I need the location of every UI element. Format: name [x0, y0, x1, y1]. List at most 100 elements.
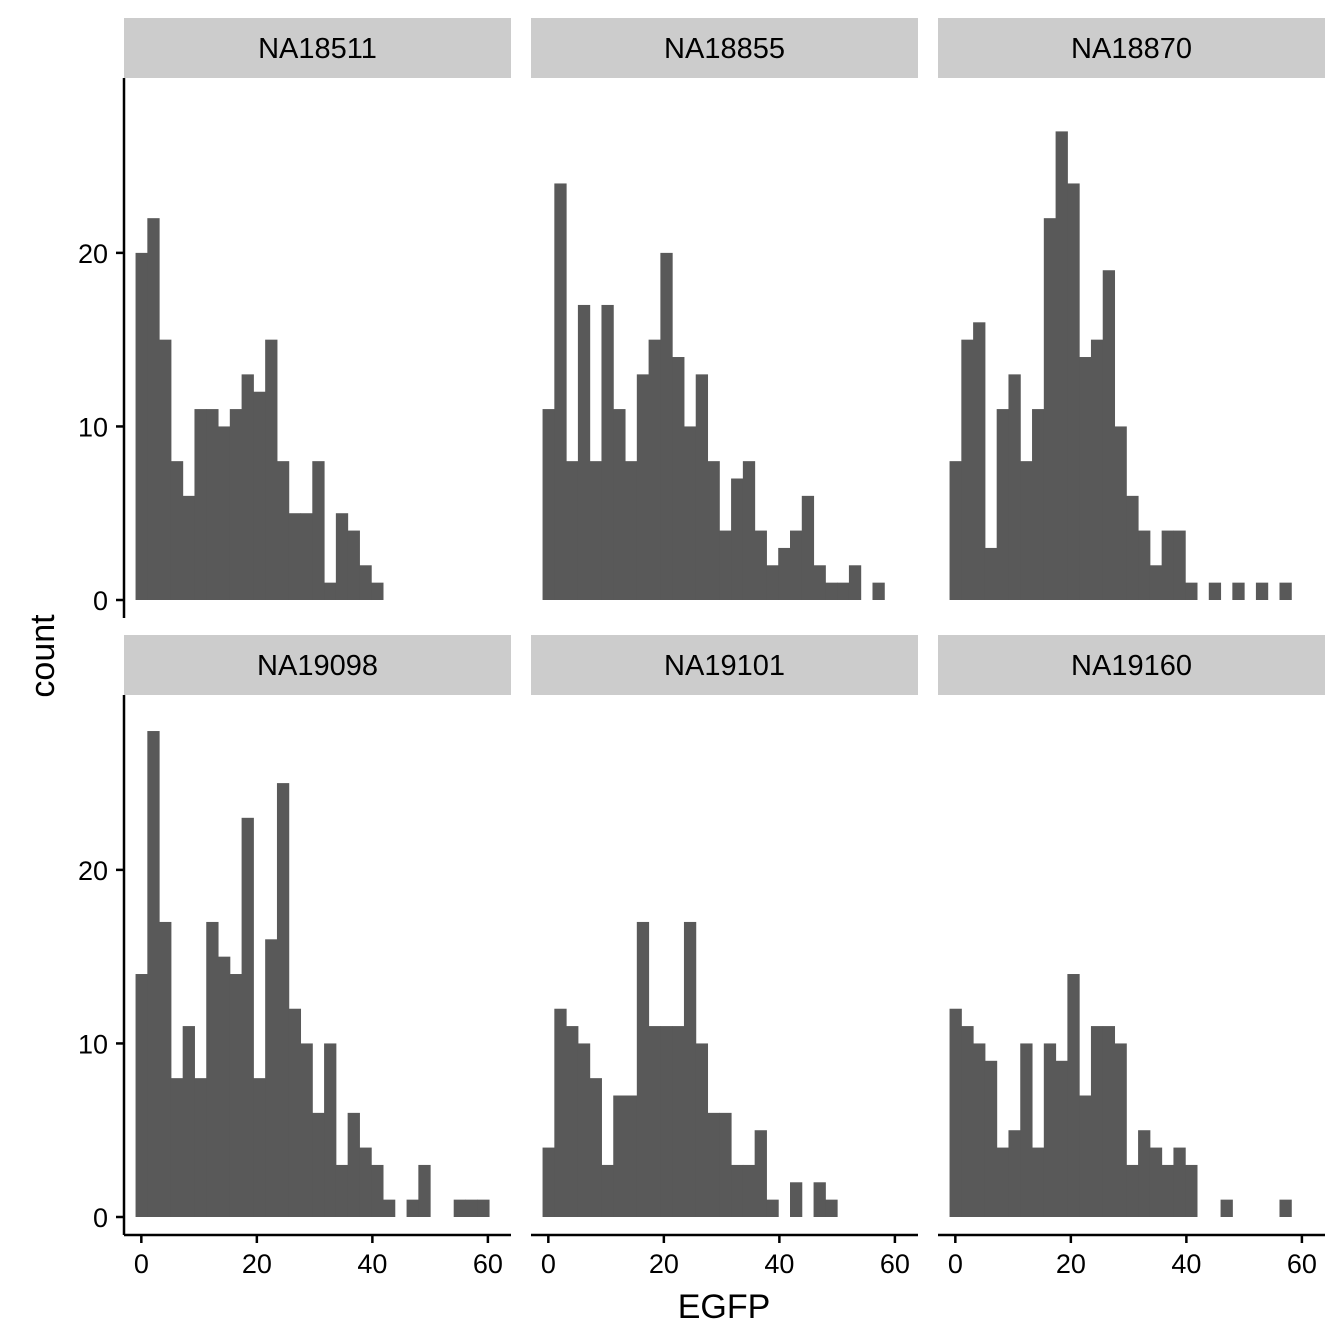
- histogram-bar: [961, 1026, 974, 1217]
- facet-panel-NA18511: NA18511 0 10 20: [78, 18, 511, 618]
- histogram-bar: [683, 426, 697, 600]
- histogram-bar: [801, 495, 815, 600]
- y-tick-label: 0: [93, 1203, 108, 1233]
- histogram-bar: [1043, 218, 1057, 600]
- x-tick-label: 0: [134, 1249, 149, 1279]
- histogram-bar: [695, 374, 709, 600]
- histogram-bar: [625, 461, 638, 600]
- histogram-bar: [371, 1164, 384, 1217]
- histogram-bar: [1079, 357, 1092, 600]
- histogram-bar: [1008, 374, 1021, 600]
- histogram-bar: [1255, 582, 1269, 600]
- histogram-bar: [1126, 495, 1139, 600]
- y-tick-label: 20: [78, 239, 108, 269]
- histogram-bar: [813, 1182, 826, 1217]
- histogram-bar: [577, 1043, 591, 1217]
- histogram-bar: [825, 582, 838, 600]
- facet-strip-label: NA19098: [257, 650, 378, 682]
- histogram-bar: [790, 530, 803, 600]
- histogram-bar: [636, 374, 650, 600]
- histogram-bar: [1149, 1147, 1163, 1217]
- x-tick-label: 60: [473, 1249, 503, 1279]
- histogram-bar: [1149, 565, 1163, 600]
- histogram-bar: [625, 1095, 638, 1217]
- x-tick-label: 40: [357, 1249, 387, 1279]
- histogram-bar: [194, 1078, 207, 1217]
- histogram-bar: [542, 1147, 555, 1217]
- facet-strip-label: NA19101: [664, 650, 785, 682]
- y-tick-label: 10: [78, 1029, 108, 1059]
- histogram-bar: [371, 582, 384, 600]
- histogram-bar: [276, 461, 290, 600]
- histogram-bar: [766, 565, 779, 600]
- histogram-bar: [218, 426, 231, 600]
- histogram-bar: [253, 1078, 266, 1217]
- histogram-bar: [135, 974, 148, 1217]
- histogram-bar: [719, 530, 732, 600]
- histogram-bar: [566, 461, 579, 600]
- facet-strip: [124, 635, 511, 695]
- histogram-bar: [1055, 1060, 1068, 1217]
- histogram-bar: [996, 1147, 1009, 1217]
- histogram-bar: [194, 409, 207, 600]
- x-tick-label: 40: [764, 1249, 794, 1279]
- histogram-bar: [347, 530, 360, 600]
- histogram-bar: [288, 513, 302, 600]
- facet-strip-label: NA18870: [1071, 33, 1192, 65]
- histogram-bar: [229, 974, 243, 1217]
- facet-strip: [938, 18, 1325, 78]
- histogram-bar: [147, 731, 160, 1217]
- histogram-bar: [359, 1147, 372, 1217]
- histogram-bar: [1173, 1147, 1186, 1217]
- histogram-bar: [312, 1112, 325, 1217]
- histogram-bar: [465, 1199, 478, 1217]
- histogram-bar: [742, 461, 756, 600]
- histogram-bar: [731, 478, 744, 600]
- histogram-bar: [253, 391, 266, 600]
- histogram-bar: [324, 582, 337, 600]
- histogram-bar: [719, 1112, 732, 1217]
- histogram-bar: [265, 339, 278, 600]
- histogram-bar: [1114, 1043, 1127, 1217]
- histogram-bar: [731, 1164, 744, 1217]
- histogram-bar: [312, 461, 325, 600]
- histogram-bar: [1126, 1164, 1139, 1217]
- facet-strip: [938, 635, 1325, 695]
- histogram-bar: [300, 513, 313, 600]
- histogram-bar: [1032, 409, 1045, 600]
- histogram-bar: [1102, 1026, 1116, 1217]
- histogram-bar: [1114, 426, 1127, 600]
- y-axis-title: count: [24, 614, 62, 698]
- histogram-bar: [1008, 1130, 1021, 1217]
- histogram-bar: [973, 322, 986, 600]
- x-axis-title: EGFP: [678, 1288, 771, 1326]
- facet-panel-NA19101: NA19101 0 20 40 60: [531, 635, 918, 1279]
- histogram-bar: [159, 339, 172, 600]
- x-tick-label: 20: [1056, 1249, 1086, 1279]
- facet-strip-label: NA18511: [258, 33, 377, 65]
- histogram-bar: [1055, 131, 1068, 600]
- histogram-bar: [324, 1043, 337, 1217]
- histogram-bar: [135, 252, 148, 601]
- histogram-bar: [742, 1164, 756, 1217]
- histogram-bar: [418, 1164, 431, 1217]
- histogram-bar: [554, 1008, 567, 1217]
- x-tick-label: 20: [649, 1249, 679, 1279]
- facet-strip: [531, 18, 918, 78]
- histogram-bar: [754, 530, 767, 600]
- histogram-bar: [206, 409, 219, 600]
- facet-strip: [531, 635, 918, 695]
- histogram-bar: [1067, 974, 1080, 1217]
- histogram-bar: [1232, 582, 1245, 600]
- histogram-bar: [984, 547, 998, 600]
- histogram-bar: [276, 783, 290, 1217]
- histogram-bar: [848, 565, 862, 600]
- histogram-bar: [636, 921, 650, 1217]
- histogram-bar: [359, 565, 372, 600]
- histogram-bar: [577, 304, 591, 600]
- histogram-bar: [453, 1199, 466, 1217]
- x-tick-label: 20: [242, 1249, 272, 1279]
- histogram-bar: [1208, 582, 1222, 600]
- histogram-bar: [1220, 1199, 1233, 1217]
